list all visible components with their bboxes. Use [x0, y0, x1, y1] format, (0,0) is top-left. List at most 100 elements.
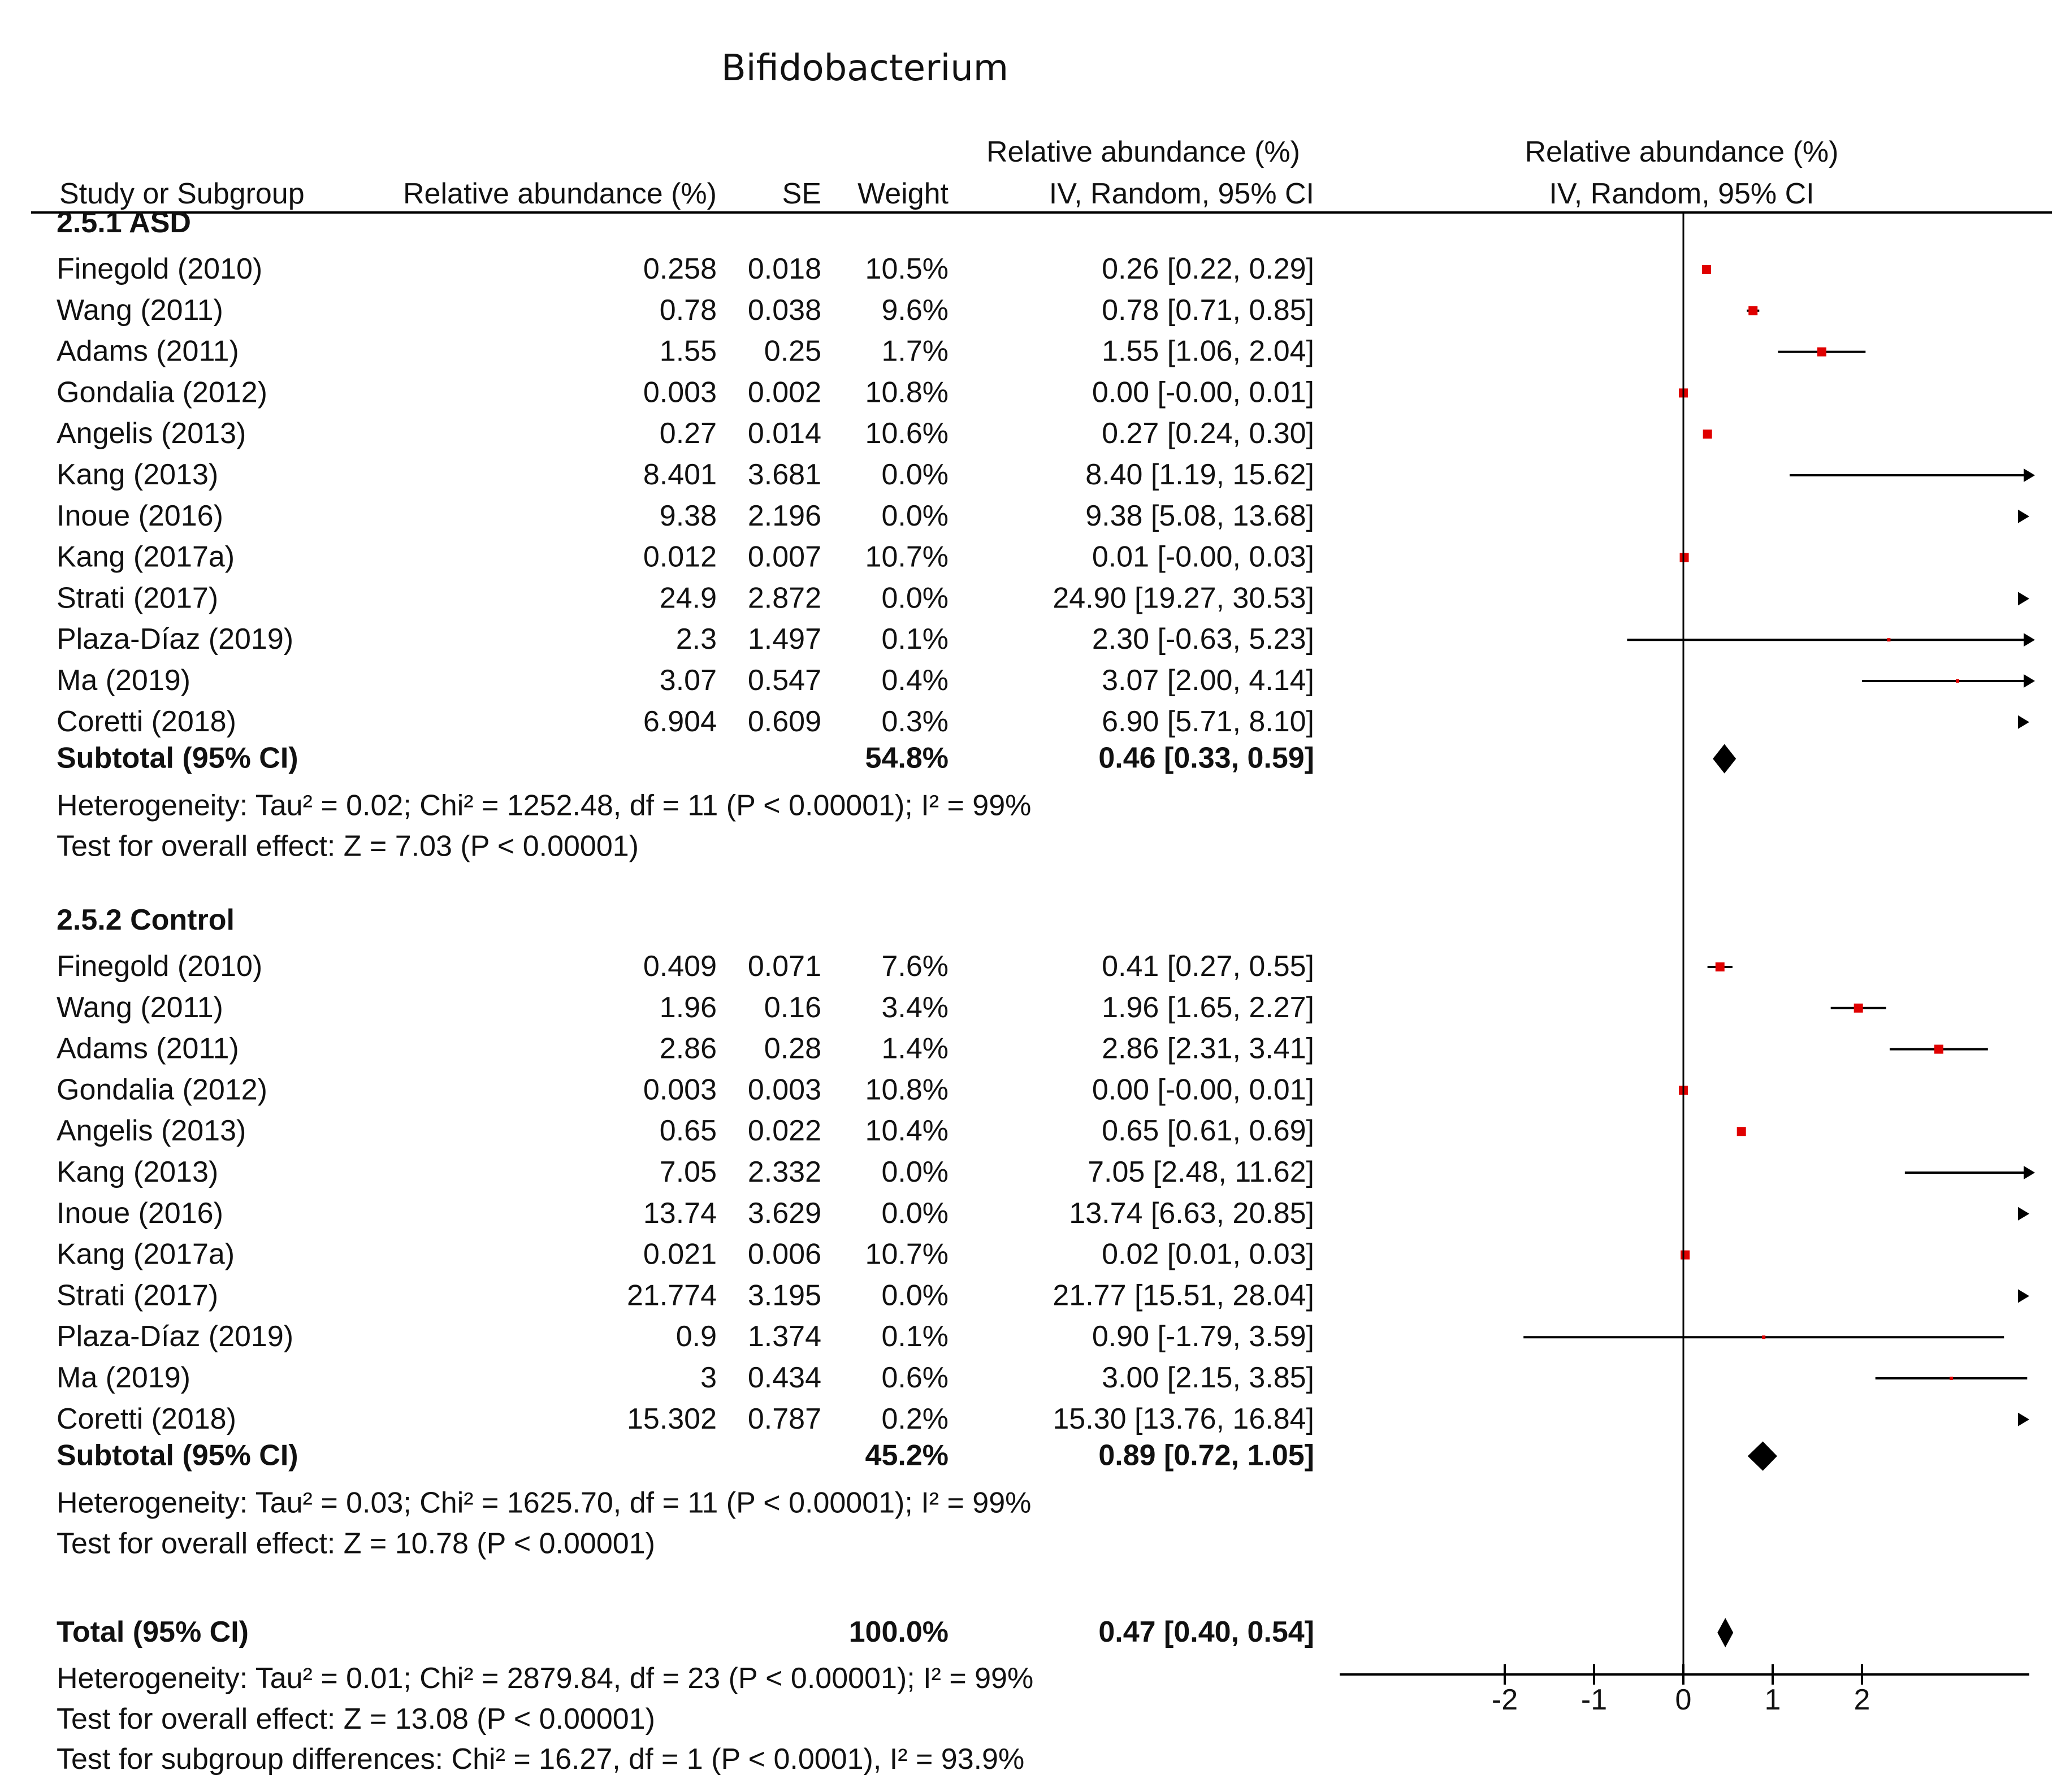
study-se: 0.28: [764, 1032, 821, 1065]
ci-arrow-g0-study-9: [2024, 633, 2035, 647]
study-name: Strati (2017): [57, 582, 218, 614]
x-tick-label: 1: [1765, 1683, 1781, 1716]
study-mean: 6.904: [643, 705, 717, 738]
study-se: 0.038: [748, 294, 821, 327]
study-se: 0.787: [748, 1403, 821, 1435]
study-weight: 10.8%: [865, 376, 949, 409]
subtotal-weight-1: 45.2%: [865, 1439, 949, 1472]
study-mean: 1.96: [660, 991, 717, 1024]
header-weight: Weight: [858, 177, 949, 210]
ci-arrow-g1-study-6: [2018, 1207, 2029, 1221]
point-g1-study-2: [1934, 1044, 1943, 1054]
study-mean: 13.74: [643, 1197, 717, 1230]
point-g0-study-10: [1956, 679, 1960, 683]
subtotal-label-1: Subtotal (95% CI): [57, 1439, 298, 1472]
study-mean: 3: [700, 1361, 717, 1394]
study-se: 3.629: [748, 1197, 821, 1230]
study-weight: 3.4%: [881, 991, 949, 1024]
study-se: 0.547: [748, 664, 821, 697]
study-weight: 0.4%: [881, 664, 949, 697]
header-study: Study or Subgroup: [59, 177, 305, 210]
study-weight: 10.5%: [865, 253, 949, 285]
study-name: Kang (2013): [57, 458, 218, 491]
study-se: 2.196: [748, 500, 821, 532]
study-name: Adams (2011): [57, 1032, 239, 1065]
study-weight: 0.0%: [881, 1197, 949, 1230]
study-ci: 9.38 [5.08, 13.68]: [1085, 500, 1314, 532]
study-weight: 0.6%: [881, 1361, 949, 1394]
chart-title: Bifidobacterium: [721, 47, 1008, 89]
study-weight: 0.1%: [881, 1320, 949, 1353]
point-g1-study-7: [1681, 1250, 1690, 1260]
study-weight: 0.0%: [881, 1156, 949, 1188]
study-weight: 0.0%: [881, 582, 949, 614]
study-se: 1.497: [748, 623, 821, 656]
study-mean: 0.258: [643, 253, 717, 285]
study-ci: 21.77 [15.51, 28.04]: [1053, 1279, 1314, 1312]
study-weight: 0.0%: [881, 1279, 949, 1312]
study-ci: 1.96 [1.65, 2.27]: [1102, 991, 1314, 1024]
study-se: 0.16: [764, 991, 821, 1024]
study-ci: 0.01 [-0.00, 0.03]: [1092, 541, 1314, 574]
study-se: 3.681: [748, 458, 821, 491]
ci-arrow-g0-study-5: [2024, 468, 2035, 482]
study-weight: 0.3%: [881, 705, 949, 738]
study-ci: 24.90 [19.27, 30.53]: [1053, 582, 1314, 614]
ci-arrow-g1-study-5: [2024, 1166, 2035, 1179]
study-name: Angelis (2013): [57, 1114, 246, 1147]
study-name: Plaza-Díaz (2019): [57, 1320, 293, 1353]
study-mean: 2.3: [676, 623, 717, 656]
table-rows: 2.5.1 ASD Finegold (2010) 0.258 0.018 10.5% 0…: [57, 206, 1314, 1776]
point-g0-study-0: [1702, 265, 1712, 274]
study-name: Adams (2011): [57, 335, 239, 368]
study-mean: 8.401: [643, 458, 717, 491]
subgroup-differences: Test for subgroup differences: Chi² = 16…: [57, 1743, 1024, 1776]
point-g1-study-1: [1854, 1003, 1863, 1013]
study-weight: 10.6%: [865, 417, 949, 450]
study-se: 0.434: [748, 1361, 821, 1394]
study-weight: 10.7%: [865, 1238, 949, 1271]
study-name: Inoue (2016): [57, 500, 223, 532]
study-name: Angelis (2013): [57, 417, 246, 450]
study-ci: 6.90 [5.71, 8.10]: [1102, 705, 1314, 738]
study-name: Kang (2017a): [57, 1238, 235, 1271]
point-g1-study-10: [1950, 1377, 1953, 1380]
study-weight: 1.7%: [881, 335, 949, 368]
ci-arrow-g0-study-11: [2018, 715, 2029, 729]
study-ci: 8.40 [1.19, 15.62]: [1085, 458, 1314, 491]
total-diamond: [1717, 1618, 1734, 1647]
subtotal-diamond-0: [1713, 744, 1736, 774]
study-mean: 1.55: [660, 335, 717, 368]
study-weight: 0.2%: [881, 1403, 949, 1435]
ci-arrow-g0-study-6: [2018, 509, 2029, 523]
study-ci: 0.00 [-0.00, 0.01]: [1092, 1073, 1314, 1106]
header-ci-bottom: IV, Random, 95% CI: [1049, 177, 1314, 210]
study-se: 0.007: [748, 541, 821, 574]
study-mean: 0.021: [643, 1238, 717, 1271]
study-name: Coretti (2018): [57, 705, 236, 738]
point-g1-study-4: [1736, 1127, 1746, 1136]
study-ci: 13.74 [6.63, 20.85]: [1069, 1197, 1314, 1230]
study-weight: 10.8%: [865, 1073, 949, 1106]
total-label: Total (95% CI): [57, 1616, 249, 1648]
study-mean: 3.07: [660, 664, 717, 697]
heterogeneity-1: Heterogeneity: Tau² = 0.03; Chi² = 1625.…: [57, 1487, 1031, 1520]
study-se: 0.071: [748, 950, 821, 983]
study-mean: 0.012: [643, 541, 717, 574]
study-mean: 0.65: [660, 1114, 717, 1147]
study-ci: 1.55 [1.06, 2.04]: [1102, 335, 1314, 368]
study-ci: 0.90 [-1.79, 3.59]: [1092, 1320, 1314, 1353]
study-ci: 0.78 [0.71, 0.85]: [1102, 294, 1314, 327]
study-se: 0.25: [764, 335, 821, 368]
point-g1-study-0: [1715, 962, 1725, 971]
study-ci: 2.30 [-0.63, 5.23]: [1092, 623, 1314, 656]
study-ci: 7.05 [2.48, 11.62]: [1088, 1156, 1314, 1188]
study-mean: 2.86: [660, 1032, 717, 1065]
study-weight: 0.0%: [881, 458, 949, 491]
study-mean: 0.78: [660, 294, 717, 327]
study-ci: 15.30 [13.76, 16.84]: [1053, 1403, 1314, 1435]
study-name: Finegold (2010): [57, 253, 262, 285]
study-weight: 0.0%: [881, 500, 949, 532]
point-g0-study-7: [1679, 553, 1689, 562]
